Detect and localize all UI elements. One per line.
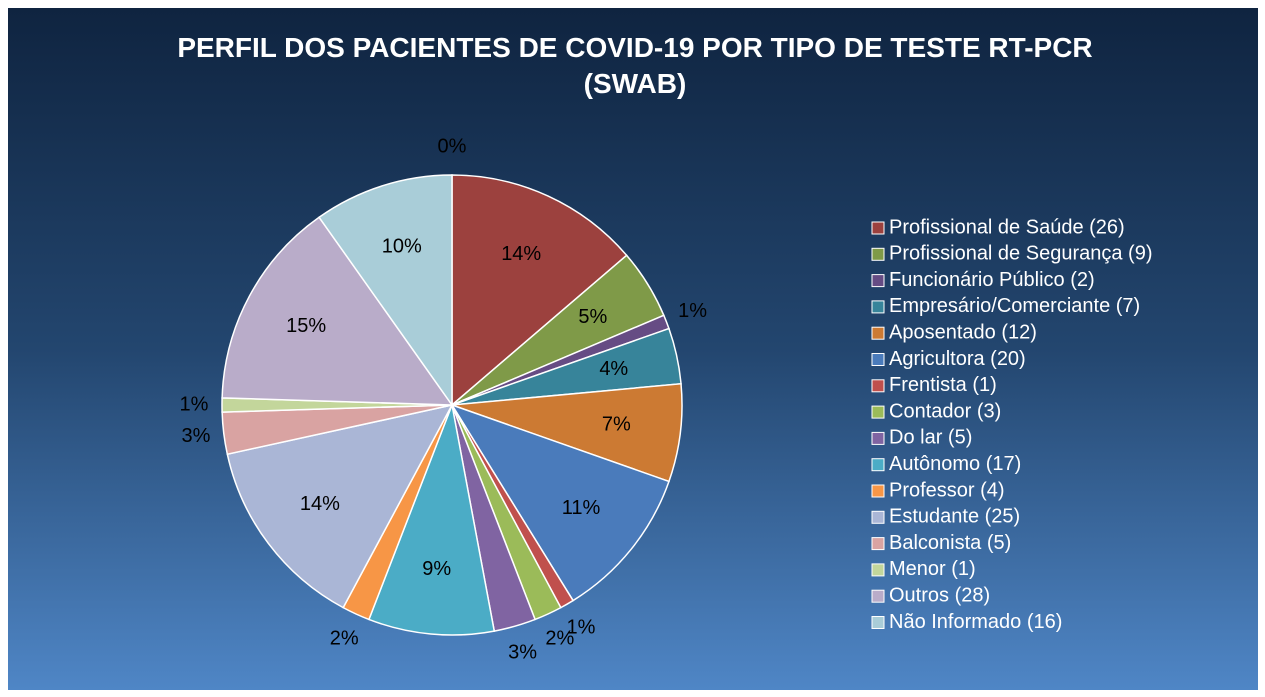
- value-label: 14%: [501, 243, 541, 265]
- legend-label: Empresário/Comerciante (7): [889, 295, 1140, 317]
- value-label: 11%: [562, 497, 601, 519]
- legend-label: Outros (28): [889, 584, 990, 606]
- legend-swatch: [871, 431, 885, 445]
- value-label: 2%: [545, 628, 574, 650]
- pie-slice: [367, 402, 496, 636]
- legend-label: Do lar (5): [889, 427, 972, 449]
- value-label: 3%: [508, 641, 537, 663]
- legend-label: Frentista (1): [889, 374, 997, 396]
- pie-slice: [221, 216, 454, 406]
- chart-title: PERFIL DOS PACIENTES DE COVID-19 POR TIP…: [177, 32, 1093, 99]
- pie-slice: [451, 174, 628, 407]
- legend-label: Estudante (25): [889, 506, 1020, 528]
- legend-swatch: [871, 510, 885, 524]
- value-label: 4%: [599, 358, 628, 380]
- value-label: 10%: [382, 235, 422, 257]
- legend-label: Profissional de Saúde (26): [889, 216, 1125, 238]
- value-label: 15%: [286, 315, 326, 337]
- pie-slice: [226, 403, 454, 609]
- legend-swatch: [871, 616, 885, 629]
- legend-label: Não Informado (16): [889, 611, 1062, 633]
- value-label: 1%: [678, 300, 707, 322]
- legend-label: Balconista (5): [889, 532, 1011, 554]
- legend-swatch: [871, 221, 885, 235]
- value-label: 3%: [182, 425, 211, 447]
- legend-label: Profissional de Segurança (9): [889, 243, 1152, 265]
- legend-swatch: [871, 458, 885, 472]
- legend-swatch: [871, 563, 885, 577]
- value-label: 0%: [438, 135, 467, 157]
- legend-label: Contador (3): [889, 400, 1001, 422]
- legend-label: Aposentado (12): [889, 321, 1037, 343]
- value-label: 14%: [300, 493, 340, 515]
- legend-swatch: [871, 537, 885, 551]
- legend-swatch: [871, 379, 885, 393]
- legend-label: Professor (4): [889, 479, 1005, 501]
- value-label: 5%: [578, 306, 607, 328]
- legend-label: Autônomo (17): [889, 453, 1021, 475]
- legend-swatch: [871, 247, 885, 261]
- legend-swatch: [871, 405, 885, 419]
- legend-swatch: [871, 484, 885, 498]
- value-label: 1%: [567, 617, 596, 639]
- value-label: 1%: [180, 393, 209, 415]
- legend-swatch: [871, 300, 885, 314]
- legend-swatch: [871, 589, 885, 603]
- legend-swatch: [871, 353, 885, 366]
- legend-swatch: [871, 326, 885, 340]
- legend-swatch: [871, 274, 885, 288]
- pie-slice: [450, 403, 670, 602]
- legend-label: Agricultora (20): [889, 348, 1026, 370]
- legend-label: Funcionário Público (2): [889, 269, 1095, 291]
- value-label: 7%: [602, 414, 631, 436]
- pie-slice: [318, 174, 453, 408]
- value-label: 2%: [330, 628, 359, 650]
- value-label: 9%: [422, 558, 451, 580]
- legend-label: Menor (1): [889, 558, 976, 580]
